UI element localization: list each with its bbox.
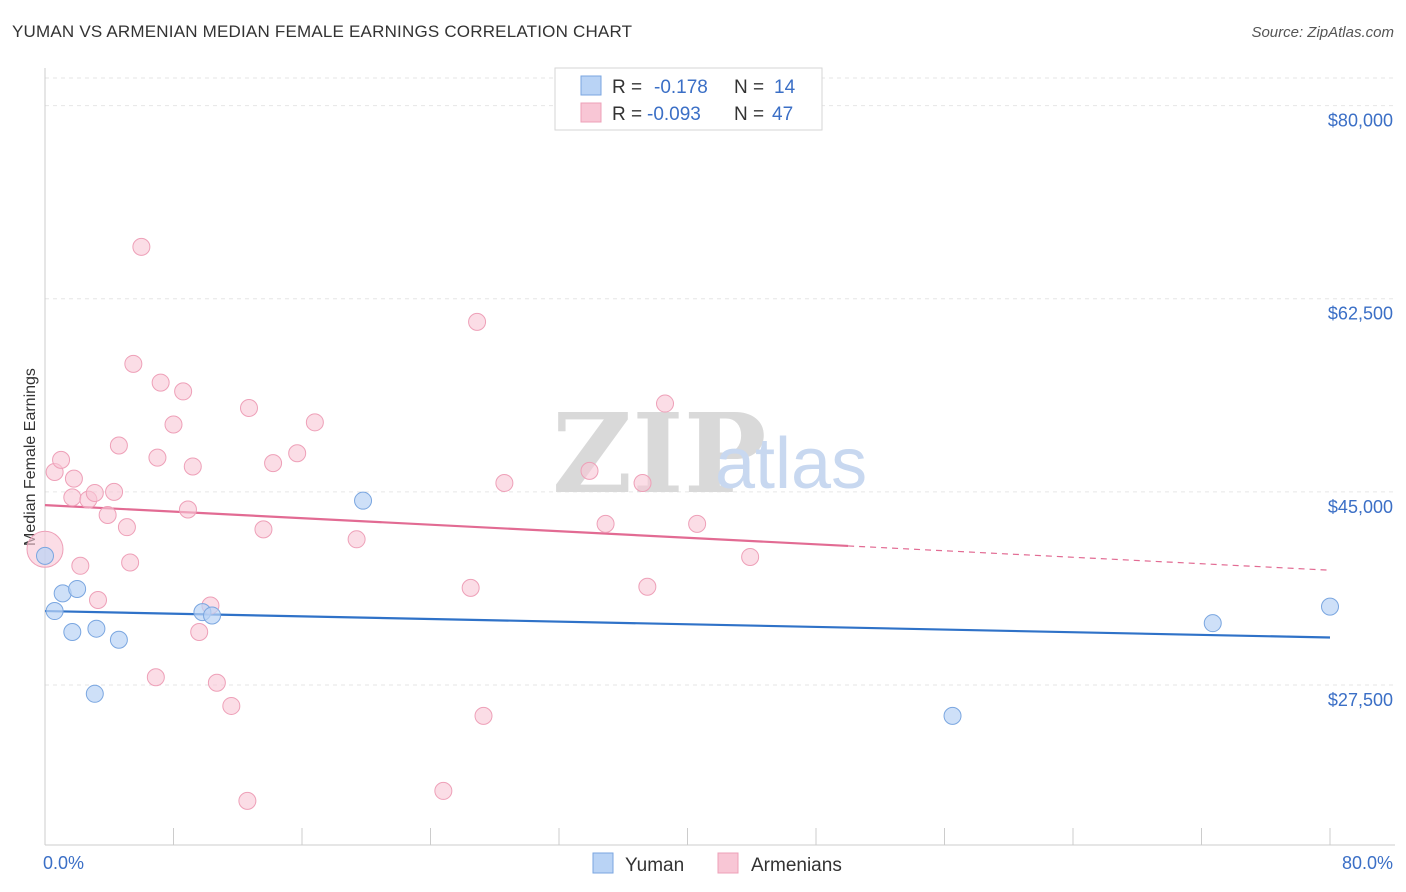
- y-axis-label: Median Female Earnings: [22, 368, 39, 546]
- armenians-point: [117, 518, 136, 537]
- watermark: ZIP atlas: [552, 389, 867, 518]
- x-tick-label-min: 0.0%: [43, 853, 84, 873]
- trend-line-armenians-extension: [848, 545, 1331, 571]
- y-tick-label: $80,000: [1328, 111, 1393, 131]
- x-tick-labels: 0.0% 80.0%: [43, 853, 1393, 873]
- yuman-point: [45, 602, 64, 621]
- armenians-point: [146, 668, 165, 687]
- chart-title: YUMAN VS ARMENIAN MEDIAN FEMALE EARNINGS…: [12, 22, 633, 41]
- armenians-point: [207, 673, 226, 692]
- armenians-point: [63, 488, 82, 507]
- armenians-point: [741, 547, 760, 566]
- yuman-point: [1321, 597, 1339, 616]
- armenians-point: [178, 500, 197, 519]
- armenians-point: [596, 514, 615, 533]
- armenians-point: [222, 696, 241, 715]
- armenians-point: [238, 791, 257, 810]
- armenians-point: [305, 413, 324, 432]
- legend-r-value-yuman: -0.178: [654, 77, 708, 98]
- armenians-point: [239, 398, 258, 417]
- armenians-point: [151, 373, 170, 392]
- armenians-point: [580, 461, 599, 480]
- watermark-zip: ZIP: [552, 389, 766, 518]
- armenians-point: [52, 450, 71, 469]
- grid-lines: [45, 77, 1395, 686]
- yuman-points: [36, 491, 1339, 725]
- armenians-point: [121, 553, 140, 572]
- armenians-point: [254, 520, 273, 539]
- legend-r-label-yuman: R =: [612, 77, 642, 98]
- axes: [44, 68, 1395, 846]
- legend-n-label-armenians: N =: [734, 104, 764, 125]
- yuman-point: [203, 606, 222, 625]
- legend-n-label-yuman: N =: [734, 77, 764, 98]
- yuman-point: [354, 491, 373, 510]
- armenians-point: [174, 382, 193, 401]
- y-tick-labels: $27,500 $45,000 $62,500 $80,000: [1328, 111, 1393, 710]
- armenians-point: [347, 530, 366, 549]
- yuman-point: [87, 619, 106, 638]
- yuman-point: [943, 706, 962, 725]
- trend-lines: [44, 503, 1331, 639]
- armenians-point: [688, 514, 707, 533]
- yuman-point: [36, 546, 54, 565]
- armenians-point: [656, 394, 675, 413]
- x-tick-label-max: 80.0%: [1342, 853, 1393, 873]
- armenians-point: [98, 506, 117, 525]
- yuman-point: [109, 630, 128, 649]
- trend-line-yuman: [44, 609, 1331, 639]
- bottom-legend-label-yuman: Yuman: [625, 855, 684, 876]
- legend: R = -0.178 N = 14 R = -0.093 N = 47: [554, 67, 823, 131]
- bottom-legend-swatch-armenians: [717, 852, 739, 874]
- legend-swatch-armenians: [580, 102, 602, 123]
- bottom-legend-label-armenians: Armenians: [751, 855, 842, 876]
- armenians-point: [474, 706, 493, 725]
- armenians-point: [190, 623, 209, 642]
- y-tick-label: $27,500: [1328, 690, 1393, 710]
- armenians-point: [105, 482, 124, 501]
- armenians-point: [633, 474, 652, 493]
- legend-swatch-yuman: [580, 75, 602, 96]
- yuman-point: [63, 623, 82, 642]
- armenians-point: [64, 469, 83, 488]
- armenians-point: [124, 354, 143, 373]
- bottom-legend-swatch-yuman: [592, 852, 614, 874]
- armenians-point: [164, 415, 183, 434]
- yuman-point: [1203, 614, 1222, 633]
- source-label: Source: ZipAtlas.com: [1251, 24, 1394, 41]
- yuman-point: [68, 579, 87, 598]
- armenians-point: [288, 444, 307, 463]
- legend-r-label-armenians: R =: [612, 104, 642, 125]
- bottom-legend: Yuman Armenians: [592, 852, 842, 876]
- armenians-point: [264, 454, 283, 473]
- watermark-atlas: atlas: [715, 424, 867, 504]
- armenians-point: [434, 781, 453, 800]
- armenians-point: [132, 237, 151, 256]
- armenians-point: [461, 578, 480, 597]
- armenians-points: [26, 237, 760, 810]
- armenians-point: [109, 436, 128, 455]
- trend-line-armenians: [44, 503, 849, 548]
- armenians-point: [148, 448, 167, 467]
- yuman-point: [85, 684, 104, 703]
- legend-n-value-yuman: 14: [774, 77, 796, 98]
- armenians-point: [89, 591, 108, 610]
- legend-r-value-armenians: -0.093: [647, 104, 701, 125]
- armenians-point: [495, 474, 514, 493]
- armenians-point: [638, 577, 657, 596]
- y-tick-label: $45,000: [1328, 497, 1393, 517]
- legend-n-value-armenians: 47: [772, 104, 793, 125]
- armenians-point: [183, 457, 202, 476]
- armenians-point: [71, 556, 90, 575]
- armenians-point: [468, 312, 487, 331]
- y-tick-label: $62,500: [1328, 304, 1393, 324]
- armenians-point: [85, 483, 104, 502]
